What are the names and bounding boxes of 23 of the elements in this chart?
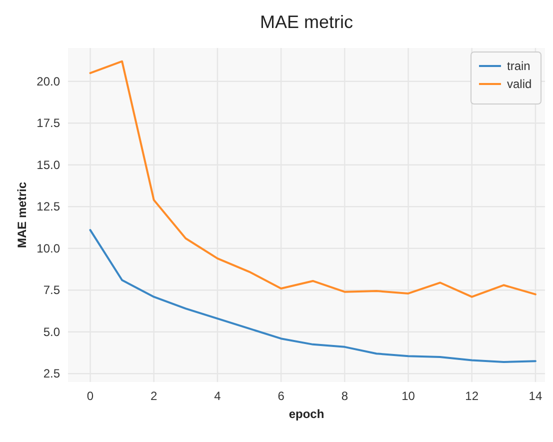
y-tick-label: 12.5 — [36, 200, 60, 214]
line-series — [89, 60, 536, 298]
legend-label: valid — [507, 77, 532, 91]
x-tick-label: 10 — [402, 389, 416, 403]
y-tick-label: 5.0 — [43, 324, 60, 339]
x-tick-label: 6 — [278, 389, 285, 403]
y-tick-label: 17.5 — [36, 116, 60, 130]
y-axis-title: MAE metric — [15, 182, 29, 248]
x-tick-label: 12 — [465, 389, 479, 403]
y-tick-label: 2.5 — [43, 366, 60, 381]
x-tick-label: 14 — [528, 389, 542, 403]
line-series — [89, 229, 536, 363]
x-tick-label: 0 — [86, 389, 94, 403]
legend-label: train — [507, 59, 530, 73]
x-tick-label: 8 — [341, 389, 348, 403]
x-axis-title: epoch — [288, 407, 324, 421]
x-tick-label: 2 — [150, 389, 158, 403]
y-tick-label: 7.5 — [43, 283, 60, 298]
chart-title: MAE metric — [260, 12, 354, 32]
y-tick-label: 10.0 — [36, 241, 60, 256]
y-tick-label: 20.0 — [36, 74, 60, 88]
x-tick-label: 4 — [214, 389, 222, 403]
y-tick-label: 15.0 — [36, 158, 60, 172]
